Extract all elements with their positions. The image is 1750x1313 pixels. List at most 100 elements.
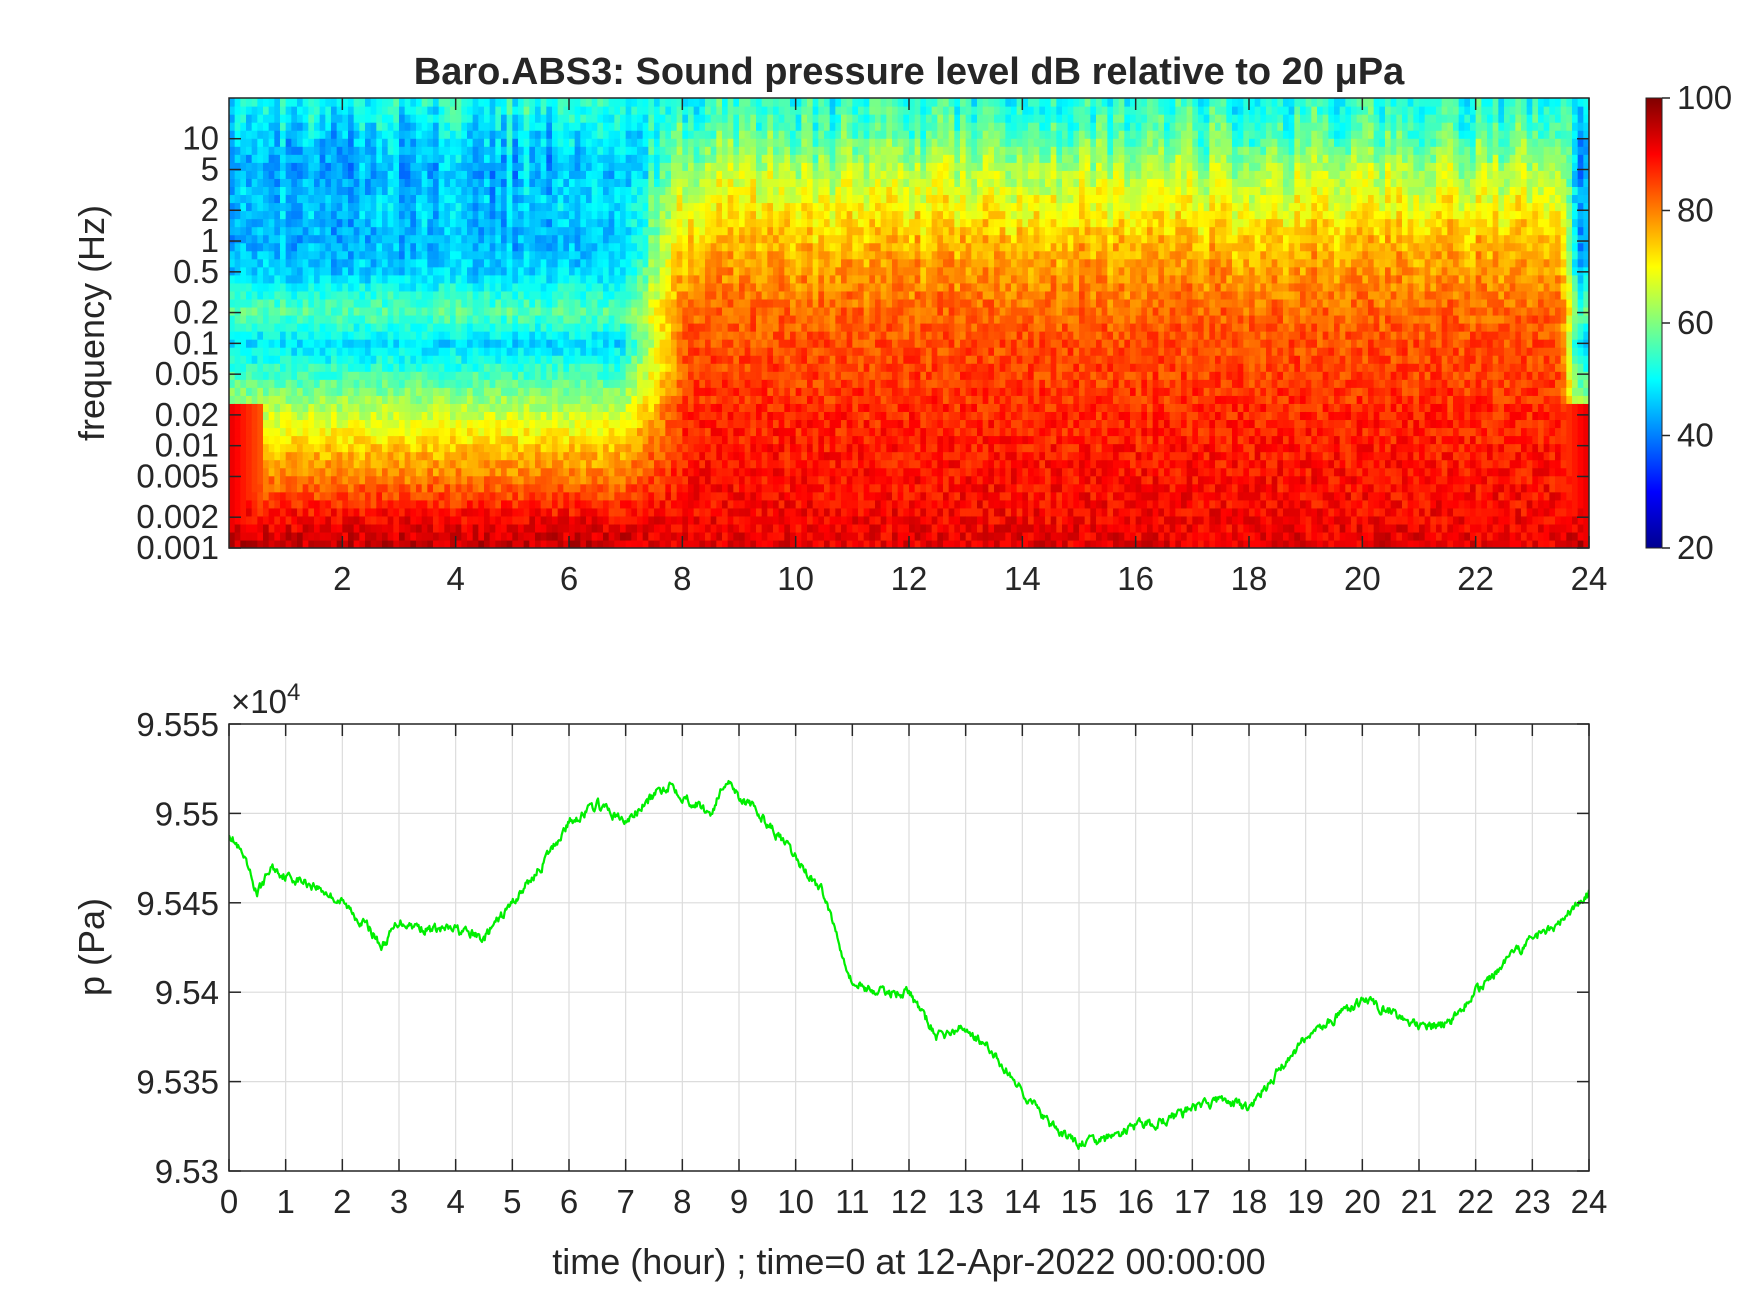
- spectrogram-cell: [478, 258, 485, 268]
- spectrogram-cell: [319, 411, 326, 421]
- spectrogram-cell: [404, 226, 411, 236]
- spectrogram-cell: [529, 427, 536, 437]
- spectrogram-cell: [608, 234, 615, 244]
- spectrogram-cell: [506, 395, 513, 404]
- spectrogram-cell: [325, 274, 332, 284]
- spectrogram-cell: [659, 250, 666, 260]
- spectrogram-cell: [506, 218, 513, 228]
- spectrogram-cell: [376, 194, 383, 204]
- spectrogram-cell: [512, 467, 519, 477]
- spectrogram-cell: [569, 266, 576, 276]
- spectrogram-cell: [387, 226, 394, 236]
- spectrogram-cell: [727, 250, 734, 260]
- spectrogram-cell: [478, 435, 485, 445]
- spectrogram-cell: [659, 475, 666, 485]
- spectrogram-cell: [676, 387, 683, 396]
- spectrogram-cell: [557, 258, 564, 268]
- spectrogram-cell: [404, 427, 411, 437]
- spectrogram-cell: [535, 483, 542, 493]
- spectrogram-cell: [472, 306, 479, 316]
- spectrogram-cell: [399, 467, 406, 477]
- spectrogram-cell: [637, 106, 644, 115]
- spectrogram-cell: [705, 371, 712, 380]
- spectrogram-cell: [365, 306, 372, 316]
- spectrogram-cell: [314, 114, 321, 123]
- spectrogram-cell: [529, 443, 536, 453]
- spectrogram-cell: [705, 258, 712, 268]
- spectrogram-cell: [586, 507, 593, 517]
- spectrogram-cell: [370, 234, 377, 244]
- spectrogram-cell: [654, 154, 661, 163]
- spectrogram-cell: [625, 114, 632, 123]
- spectrogram-cell: [705, 499, 712, 509]
- spectrogram-cell: [444, 507, 451, 517]
- spectrogram-cell: [586, 411, 593, 421]
- spectrogram-cell: [540, 491, 547, 501]
- spectrogram-cell: [348, 114, 355, 123]
- spectrogram-cell: [325, 130, 332, 139]
- spectrogram-cell: [705, 274, 712, 284]
- spectrogram-cell: [478, 331, 485, 340]
- spectrogram-cell: [557, 114, 564, 123]
- spectrogram-cell: [608, 266, 615, 276]
- spectrogram-cell: [382, 234, 389, 244]
- spectrogram-cell: [506, 194, 513, 204]
- spectrogram-cell: [705, 451, 712, 461]
- spectrogram-cell: [308, 130, 315, 139]
- spectrogram-cell: [540, 154, 547, 163]
- spectrogram-cell: [274, 523, 281, 533]
- spectrogram-cell: [325, 379, 332, 388]
- spectrogram-cell: [308, 499, 315, 509]
- spectrogram-cell: [234, 427, 241, 437]
- spectrogram-cell: [319, 138, 326, 147]
- spectrogram-cell: [450, 210, 457, 220]
- spectrogram-cell: [472, 290, 479, 300]
- spectrogram-cell: [552, 154, 559, 163]
- spectrogram-cell: [365, 419, 372, 429]
- spectrogram-cell: [586, 523, 593, 533]
- spectrogram-cell: [472, 186, 479, 196]
- spectrogram-cell: [574, 98, 581, 107]
- spectrogram-cell: [557, 146, 564, 155]
- spectrogram-cell: [597, 122, 604, 131]
- spectrogram-cell: [705, 323, 712, 332]
- spectrogram-cell: [353, 122, 360, 131]
- spectrogram-cell: [705, 98, 712, 107]
- spectrogram-cell: [501, 162, 508, 171]
- spectrogram-cell: [546, 306, 553, 316]
- spectrogram-cell: [654, 515, 661, 525]
- spectrogram-cell: [523, 106, 530, 115]
- spectrogram-cell: [240, 379, 247, 388]
- spectrogram-cell: [523, 531, 530, 541]
- spectrogram-cell: [336, 339, 343, 348]
- spectrogram-cell: [455, 411, 462, 421]
- spectrogram-cell: [523, 138, 530, 147]
- spectrogram-cell: [280, 395, 287, 404]
- spectrogram-cell: [393, 298, 400, 308]
- spectrogram-cell: [240, 443, 247, 453]
- spectrogram-cell: [495, 331, 502, 340]
- spectrogram-cell: [280, 499, 287, 509]
- spectrogram-cell: [523, 355, 530, 364]
- spectrogram-cell: [495, 258, 502, 268]
- spectrogram-cell: [438, 266, 445, 276]
- spectrogram-cell: [336, 202, 343, 212]
- spectrogram-cell: [557, 459, 564, 469]
- spectrogram-cell: [659, 122, 666, 131]
- spectrogram-cell: [314, 427, 321, 437]
- spectrogram-cell: [336, 266, 343, 276]
- spectrogram-cell: [722, 403, 729, 412]
- spectrogram-cell: [699, 170, 706, 179]
- spectrogram-cell: [382, 355, 389, 364]
- spectrogram-cell: [348, 266, 355, 276]
- spectrogram-cell: [229, 395, 236, 404]
- spectrogram-cell: [682, 539, 689, 548]
- spectrogram-cell: [308, 154, 315, 163]
- spectrogram-cell: [699, 371, 706, 380]
- spectrogram-cell: [280, 186, 287, 196]
- spectrogram-cell: [625, 194, 632, 204]
- spectrogram-cell: [268, 186, 275, 196]
- spectrogram-cell: [671, 234, 678, 244]
- spectrogram-cell: [642, 242, 649, 252]
- spectrogram-cell: [455, 282, 462, 292]
